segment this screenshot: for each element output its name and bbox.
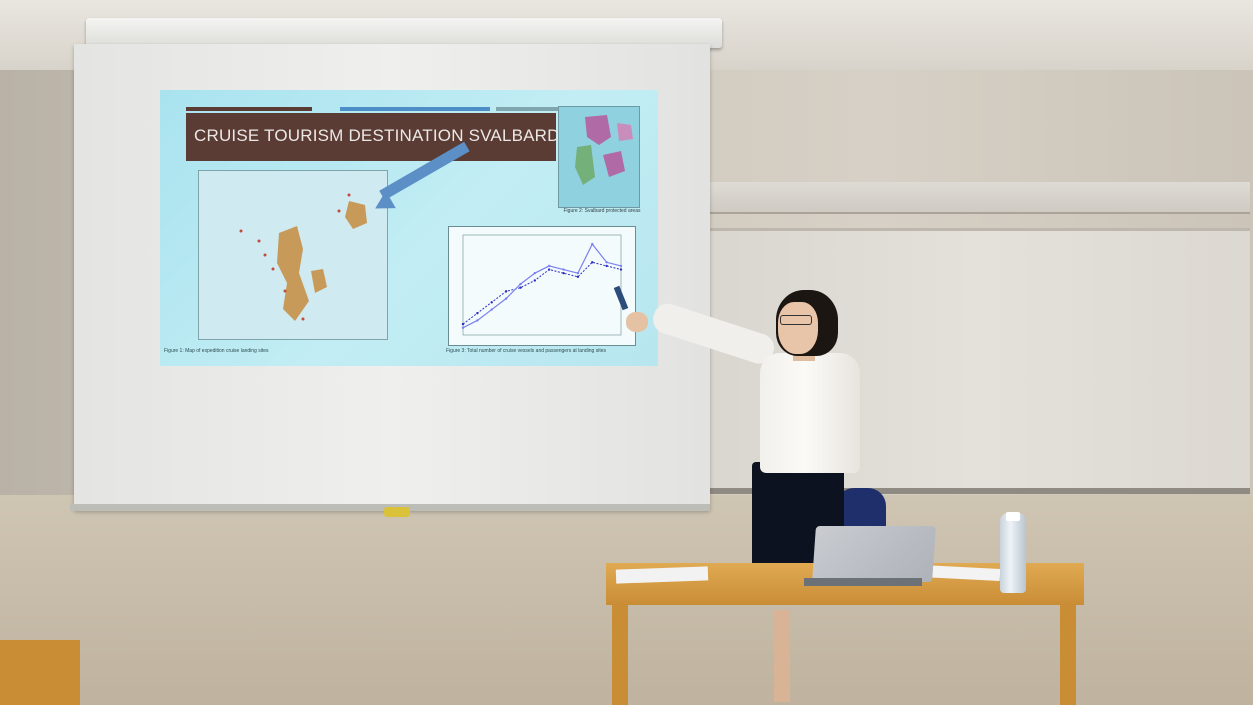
- water-bottle-cap: [1006, 512, 1020, 521]
- chart-point-0-8: [576, 275, 580, 279]
- chart-point-0-3: [504, 290, 508, 293]
- slide-stripe-dark: [186, 107, 312, 111]
- chart-point-1-11: [619, 264, 623, 268]
- projected-slide: CRUISE TOURISM DESTINATION SVALBARD Figu…: [160, 90, 658, 366]
- glasses-icon: [780, 315, 812, 325]
- chart-point-0-7: [562, 271, 565, 275]
- chart-caption: Figure 3: Total number of cruise vessels…: [446, 348, 606, 354]
- desk-leg-right: [1060, 605, 1076, 705]
- chart-point-1-6: [547, 264, 551, 268]
- laptop-base: [804, 578, 922, 586]
- chart-point-1-10: [605, 261, 608, 264]
- chart-point-1-9: [591, 242, 594, 246]
- slide-title: CRUISE TOURISM DESTINATION SVALBARD: [194, 126, 560, 145]
- svalbard-map-drawing: [199, 171, 387, 339]
- water-bottle: [1000, 513, 1026, 593]
- whiteboard-tray: [705, 488, 1250, 494]
- chart-point-1-7: [562, 268, 565, 271]
- presenter-face: [778, 302, 818, 354]
- chart-point-0-6: [547, 268, 551, 271]
- chart-point-1-8: [576, 271, 580, 275]
- nordaustlandet-island: [345, 201, 367, 229]
- screen-pull-handle: [384, 507, 410, 517]
- spitsbergen-island: [277, 226, 309, 321]
- chart-point-0-9: [591, 261, 594, 264]
- corner-desk: [0, 640, 80, 705]
- laptop: [812, 526, 936, 582]
- protected-areas-caption: Figure 2: Svalbard protected areas: [563, 208, 641, 214]
- chair: [836, 488, 886, 530]
- chart-point-0-10: [605, 264, 608, 268]
- whiteboard-rail: [705, 182, 1250, 214]
- protected-areas-map: [558, 106, 640, 208]
- presenter-blouse: [760, 353, 860, 473]
- chart-point-0-2: [490, 301, 493, 304]
- chart-point-1-5: [533, 271, 537, 275]
- slide-stripe-grey: [496, 107, 558, 111]
- edgeoya-island: [311, 269, 327, 293]
- cruise-chart-plot: [461, 234, 623, 336]
- slide-stripe-blue: [340, 107, 490, 111]
- chart-point-0-11: [619, 268, 623, 271]
- protected-areas-drawing: [559, 107, 639, 207]
- chart-point-1-1: [476, 319, 479, 322]
- svalbard-map: [198, 170, 388, 340]
- presenter-leg: [774, 610, 790, 702]
- slide-title-bar: CRUISE TOURISM DESTINATION SVALBARD: [186, 113, 559, 161]
- presenter-hand: [626, 312, 648, 332]
- map-caption: Figure 1: Map of expedition cruise landi…: [164, 348, 269, 354]
- desk-leg-left: [612, 605, 628, 705]
- projection-screen-housing: [86, 18, 722, 48]
- chart-series-line-1: [462, 242, 622, 329]
- chart-point-0-0: [461, 322, 465, 326]
- chart-point-0-5: [533, 279, 537, 282]
- chart-point-0-4: [519, 286, 522, 289]
- chart-point-1-4: [519, 282, 522, 286]
- chart-series-line-0: [462, 261, 622, 325]
- cruise-chart: [448, 226, 636, 346]
- chart-point-1-2: [490, 308, 493, 311]
- chart-point-1-0: [461, 326, 465, 329]
- chart-point-1-3: [504, 297, 508, 300]
- chart-point-0-1: [476, 311, 479, 315]
